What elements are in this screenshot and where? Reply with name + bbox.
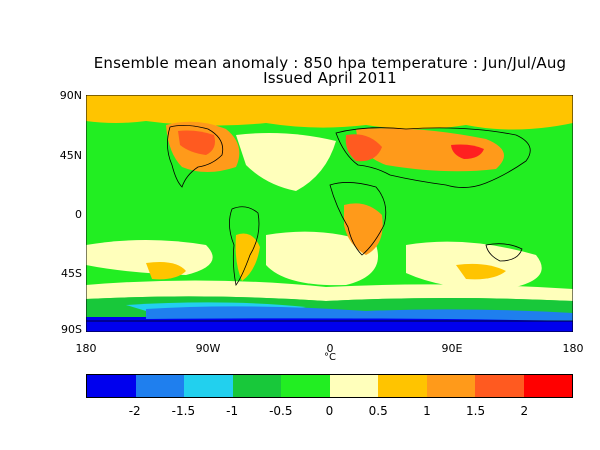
colorbar-segment <box>184 375 233 397</box>
colorbar-segment <box>87 375 136 397</box>
warm-anomaly-europe <box>345 134 382 162</box>
neutral-south-atlantic <box>266 231 378 286</box>
y-label-45n: 45N <box>59 149 82 162</box>
y-label-45s: 45S <box>61 267 82 280</box>
colorbar-segment <box>523 375 572 397</box>
colorbar-tick-label: -1.5 <box>171 404 196 418</box>
neutral-atlantic <box>236 133 336 191</box>
x-label-0: 0 <box>326 342 334 355</box>
warm-anomaly-eurasia-core <box>451 144 484 159</box>
warm-pacific-south <box>146 262 186 280</box>
warm-anomaly-eurasia <box>356 128 504 172</box>
warm-indian-ocean <box>456 263 506 280</box>
warm-anomaly-north-america-core <box>178 130 215 155</box>
coastlines <box>86 125 573 322</box>
colorbar-tick-label: 1 <box>423 404 431 418</box>
map-subtitle: Issued April 2011 <box>263 69 397 87</box>
colorbar-segment <box>378 375 427 397</box>
colorbar-tick-label: 1.5 <box>466 404 486 418</box>
colorbar-tick-label: -2 <box>128 404 141 418</box>
colorbar-segment <box>232 375 281 397</box>
y-label-90s: 90S <box>61 323 82 336</box>
colorbar-segment <box>329 375 378 397</box>
colorbar-tick-label: 0.5 <box>368 404 388 418</box>
x-label-90e: 90E <box>441 342 463 355</box>
warm-south-america <box>235 233 260 281</box>
anomaly-map <box>86 95 573 332</box>
colorbar-tick-label: 0 <box>325 404 334 418</box>
x-label-180e: 180 <box>562 342 584 355</box>
neutral-equatorial-pacific <box>86 240 213 275</box>
x-label-90w: 90W <box>195 342 221 355</box>
colorbar-segment <box>475 375 524 397</box>
colorbar-tick-label: 2 <box>520 404 529 418</box>
cold-antarctic-mid <box>146 306 573 321</box>
y-label-90n: 90N <box>59 89 82 102</box>
neutral-southern-ocean <box>86 280 573 301</box>
colorbar-tick-label: -0.5 <box>269 404 293 418</box>
colorbar <box>86 374 573 398</box>
map-title: Ensemble mean anomaly : 850 hpa temperat… <box>93 54 567 72</box>
x-label-180w: 180 <box>75 342 97 355</box>
warm-africa <box>344 203 383 255</box>
colorbar-tick-label: -1 <box>226 404 239 418</box>
colorbar-segment <box>135 375 184 397</box>
unit-label: °C <box>324 352 336 363</box>
warm-anomaly-arctic <box>86 95 573 130</box>
y-label-0: 0 <box>75 208 82 221</box>
colorbar-segment <box>281 375 330 397</box>
colorbar-segment <box>426 375 475 397</box>
